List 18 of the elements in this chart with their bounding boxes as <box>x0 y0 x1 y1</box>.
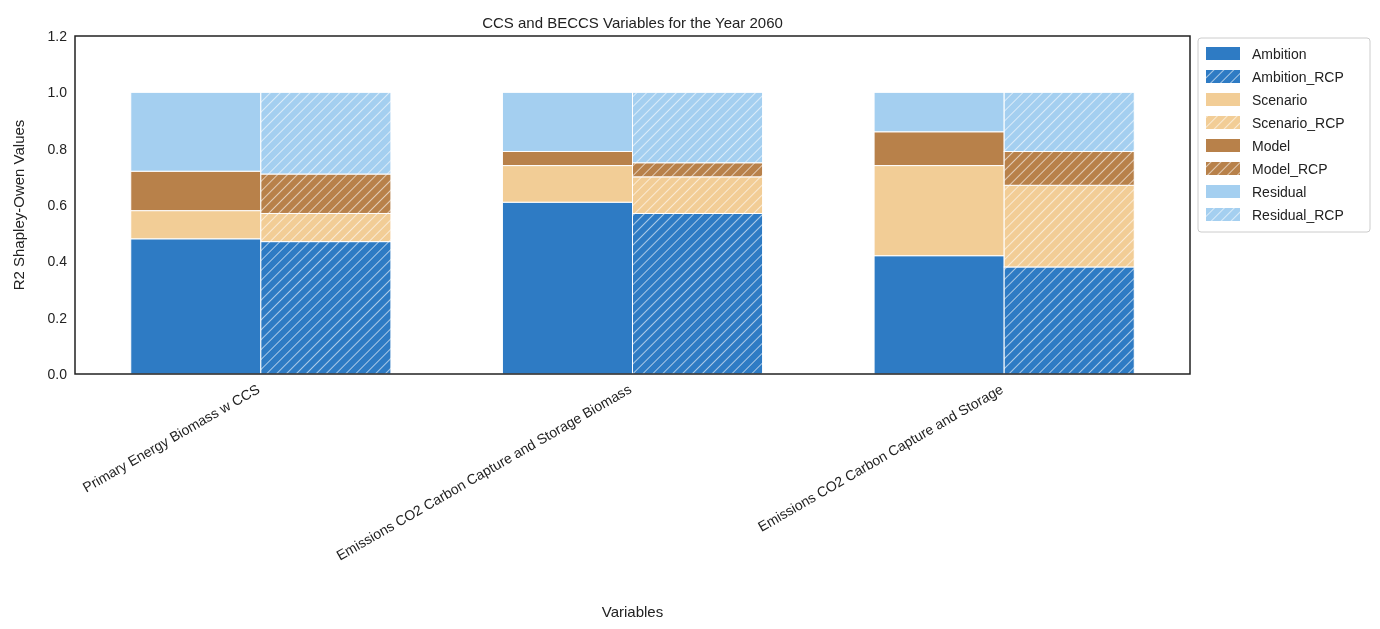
y-tick-label: 0.0 <box>47 365 68 382</box>
legend-label: Residual_RCP <box>1252 206 1344 223</box>
legend-label: Residual <box>1252 183 1307 200</box>
legend-label: Ambition_RCP <box>1252 68 1344 85</box>
legend-label: Scenario_RCP <box>1252 114 1345 131</box>
y-tick-label: 1.0 <box>47 84 68 101</box>
legend-label: Scenario <box>1252 91 1308 108</box>
legend-label: Ambition <box>1252 45 1307 62</box>
y-tick-label: 0.8 <box>47 140 68 157</box>
y-axis-title: R2 Shapley-Owen Values <box>10 119 27 291</box>
y-tick-label: 0.6 <box>47 196 68 213</box>
y-tick-label: 1.2 <box>47 27 68 44</box>
chart-title: CCS and BECCS Variables for the Year 2060 <box>482 14 783 31</box>
x-axis-title: Variables <box>601 603 664 620</box>
legend-label: Model_RCP <box>1252 160 1328 177</box>
y-tick-label: 0.4 <box>47 253 68 270</box>
y-tick-label: 0.2 <box>47 309 68 326</box>
legend-label: Model <box>1252 137 1291 154</box>
